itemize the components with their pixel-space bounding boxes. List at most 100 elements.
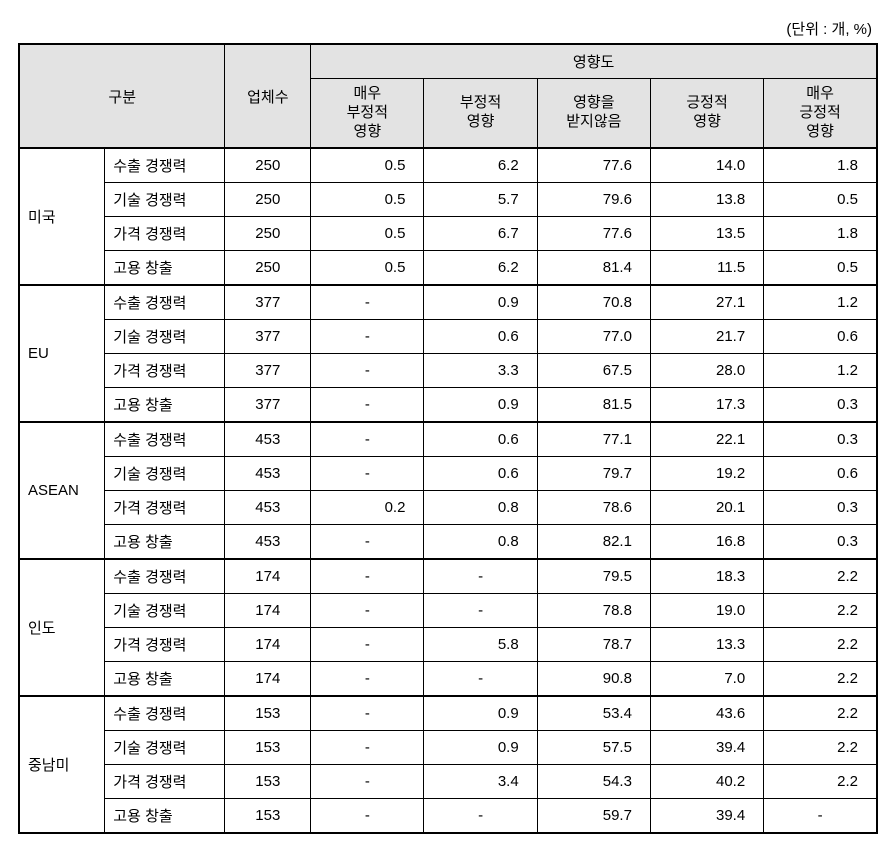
table-row: 기술 경쟁력2500.55.779.613.80.5	[19, 183, 877, 217]
value-cell: 0.5	[311, 251, 424, 286]
value-cell: 1.8	[764, 217, 877, 251]
value-cell: 0.8	[424, 525, 537, 560]
table-row: ASEAN수출 경쟁력453-0.677.122.10.3	[19, 422, 877, 457]
impact-table: 구분 업체수 영향도 매우부정적영향 부정적영향 영향을받지않음 긍정적영향 매…	[18, 43, 878, 834]
value-cell: -	[311, 628, 424, 662]
table-row: 미국수출 경쟁력2500.56.277.614.01.8	[19, 148, 877, 183]
value-cell: 0.3	[764, 525, 877, 560]
count-cell: 174	[225, 559, 311, 594]
value-cell: 90.8	[537, 662, 650, 697]
value-cell: 0.5	[311, 183, 424, 217]
value-cell: 19.0	[650, 594, 763, 628]
region-cell: EU	[19, 285, 105, 422]
table-row: 중남미수출 경쟁력153-0.953.443.62.2	[19, 696, 877, 731]
col-positive: 긍정적영향	[650, 79, 763, 149]
value-cell: 1.2	[764, 285, 877, 320]
metric-cell: 수출 경쟁력	[105, 285, 225, 320]
value-cell: 81.5	[537, 388, 650, 423]
value-cell: 0.9	[424, 285, 537, 320]
col-count: 업체수	[225, 44, 311, 148]
value-cell: 0.8	[424, 491, 537, 525]
metric-cell: 기술 경쟁력	[105, 457, 225, 491]
value-cell: -	[311, 765, 424, 799]
value-cell: 20.1	[650, 491, 763, 525]
metric-cell: 기술 경쟁력	[105, 320, 225, 354]
value-cell: 40.2	[650, 765, 763, 799]
value-cell: 0.9	[424, 731, 537, 765]
count-cell: 377	[225, 388, 311, 423]
count-cell: 453	[225, 525, 311, 560]
col-category: 구분	[19, 44, 225, 148]
value-cell: 81.4	[537, 251, 650, 286]
value-cell: 3.3	[424, 354, 537, 388]
col-no-impact: 영향을받지않음	[537, 79, 650, 149]
value-cell: 14.0	[650, 148, 763, 183]
table-row: 인도수출 경쟁력174--79.518.32.2	[19, 559, 877, 594]
value-cell: -	[311, 354, 424, 388]
value-cell: 6.2	[424, 251, 537, 286]
count-cell: 153	[225, 731, 311, 765]
count-cell: 250	[225, 148, 311, 183]
table-row: 고용 창출453-0.882.116.80.3	[19, 525, 877, 560]
count-cell: 174	[225, 628, 311, 662]
table-row: 가격 경쟁력174-5.878.713.32.2	[19, 628, 877, 662]
value-cell: 0.6	[424, 457, 537, 491]
count-cell: 377	[225, 285, 311, 320]
value-cell: -	[764, 799, 877, 834]
count-cell: 377	[225, 320, 311, 354]
table-row: 기술 경쟁력174--78.819.02.2	[19, 594, 877, 628]
count-cell: 377	[225, 354, 311, 388]
value-cell: 0.6	[764, 320, 877, 354]
value-cell: 0.2	[311, 491, 424, 525]
value-cell: 2.2	[764, 559, 877, 594]
metric-cell: 고용 창출	[105, 525, 225, 560]
value-cell: 0.5	[764, 183, 877, 217]
count-cell: 153	[225, 696, 311, 731]
count-cell: 153	[225, 799, 311, 834]
region-cell: 중남미	[19, 696, 105, 833]
table-row: 고용 창출174--90.87.02.2	[19, 662, 877, 697]
value-cell: 67.5	[537, 354, 650, 388]
value-cell: -	[311, 525, 424, 560]
value-cell: 77.1	[537, 422, 650, 457]
metric-cell: 기술 경쟁력	[105, 183, 225, 217]
value-cell: 77.0	[537, 320, 650, 354]
value-cell: 19.2	[650, 457, 763, 491]
value-cell: 13.5	[650, 217, 763, 251]
value-cell: -	[424, 799, 537, 834]
metric-cell: 수출 경쟁력	[105, 148, 225, 183]
value-cell: 28.0	[650, 354, 763, 388]
metric-cell: 고용 창출	[105, 388, 225, 423]
value-cell: -	[424, 662, 537, 697]
value-cell: -	[311, 799, 424, 834]
value-cell: 6.7	[424, 217, 537, 251]
count-cell: 453	[225, 457, 311, 491]
value-cell: 82.1	[537, 525, 650, 560]
table-row: 기술 경쟁력453-0.679.719.20.6	[19, 457, 877, 491]
metric-cell: 수출 경쟁력	[105, 696, 225, 731]
metric-cell: 고용 창출	[105, 251, 225, 286]
value-cell: 21.7	[650, 320, 763, 354]
value-cell: 2.2	[764, 662, 877, 697]
value-cell: 2.2	[764, 731, 877, 765]
count-cell: 453	[225, 491, 311, 525]
value-cell: 78.8	[537, 594, 650, 628]
value-cell: 77.6	[537, 148, 650, 183]
value-cell: 78.7	[537, 628, 650, 662]
metric-cell: 고용 창출	[105, 662, 225, 697]
table-row: 기술 경쟁력153-0.957.539.42.2	[19, 731, 877, 765]
metric-cell: 기술 경쟁력	[105, 594, 225, 628]
region-cell: 미국	[19, 148, 105, 285]
table-row: 가격 경쟁력377-3.367.528.01.2	[19, 354, 877, 388]
metric-cell: 수출 경쟁력	[105, 559, 225, 594]
metric-cell: 가격 경쟁력	[105, 628, 225, 662]
metric-cell: 가격 경쟁력	[105, 765, 225, 799]
value-cell: -	[311, 285, 424, 320]
value-cell: 0.5	[764, 251, 877, 286]
value-cell: 0.3	[764, 422, 877, 457]
table-row: 고용 창출153--59.739.4-	[19, 799, 877, 834]
value-cell: 2.2	[764, 696, 877, 731]
value-cell: 39.4	[650, 799, 763, 834]
value-cell: -	[311, 388, 424, 423]
col-negative: 부정적영향	[424, 79, 537, 149]
